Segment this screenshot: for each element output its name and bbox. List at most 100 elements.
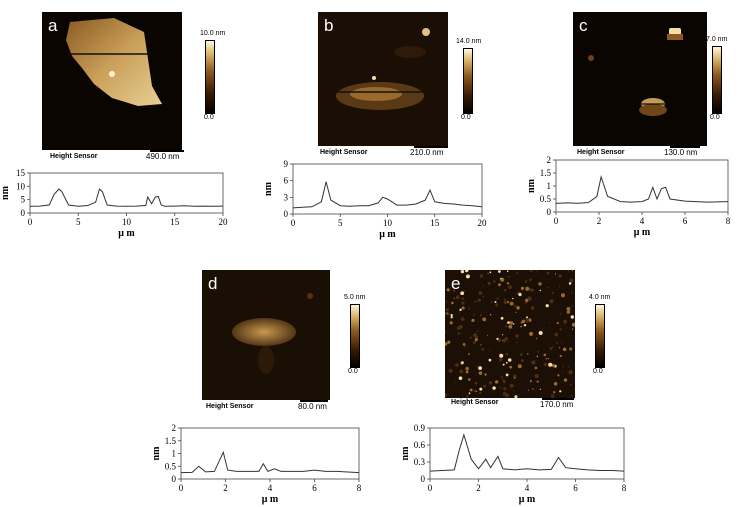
height-profile-line-a [29, 188, 224, 207]
y-tick-label: 0.5 [540, 194, 552, 204]
y-tick-label: 0.3 [414, 457, 426, 467]
x-tick-label: 0 [428, 483, 433, 493]
afm-speckle [529, 381, 532, 383]
afm-speckle [560, 342, 562, 344]
afm-speckle [546, 271, 550, 275]
afm-speckle [562, 365, 564, 368]
afm-speckle [503, 387, 507, 391]
afm-speckle [505, 373, 509, 377]
afm-speckle [559, 390, 562, 393]
afm-speckle [454, 382, 456, 384]
afm-image-e: e [445, 270, 575, 398]
afm-speckle [445, 331, 447, 334]
afm-speckle [509, 301, 514, 306]
afm-speckle [473, 389, 476, 392]
colorbar-max-c: 7.0 nm [706, 36, 728, 43]
afm-speckle [500, 376, 504, 379]
afm-speckle [568, 370, 573, 375]
colorbar-max-a: 10.0 nm [200, 30, 226, 37]
afm-speckle [461, 361, 464, 365]
afm-speckle [545, 357, 548, 360]
colorbar-min-b: 0.0 [461, 114, 471, 121]
afm-speckle [455, 363, 459, 367]
afm-speckle [520, 325, 522, 328]
afm-speckle [500, 277, 502, 280]
afm-speckle [513, 377, 516, 379]
image-caption-a: Height Sensor [50, 153, 98, 160]
afm-speckle [476, 365, 478, 368]
afm-speckle [518, 292, 522, 297]
afm-speckle [525, 287, 526, 289]
afm-speckle [553, 391, 556, 394]
afm-speckle [536, 355, 538, 357]
afm-speckle [478, 291, 483, 295]
scale-label-d: 80.0 nm [298, 402, 327, 411]
height-profile-line-b [292, 181, 483, 209]
afm-speckle [558, 347, 561, 349]
afm-speckle [539, 388, 541, 390]
scale-bar-e [542, 398, 574, 400]
afm-image-d: d [202, 270, 330, 400]
afm-speckle [494, 301, 497, 303]
afm-speckle [545, 304, 549, 308]
afm-speckle [498, 283, 501, 287]
afm-speckle [567, 270, 570, 272]
y-tick-label: 1.5 [165, 436, 177, 446]
afm-speckle [551, 291, 554, 294]
afm-speckle [505, 393, 510, 398]
y-tick-label: 0 [547, 207, 552, 217]
x-tick-label: 10 [122, 217, 132, 227]
afm-speckle [459, 308, 462, 311]
panel-letter-c: c [579, 16, 588, 35]
afm-speckle [524, 282, 527, 284]
afm-speckle [547, 357, 550, 360]
x-tick-label: 6 [312, 483, 317, 493]
afm-speckle [465, 370, 469, 374]
y-tick-label: 0.5 [165, 461, 177, 471]
afm-speckle [469, 388, 473, 392]
afm-speckle [558, 274, 562, 278]
afm-speckle [466, 274, 468, 276]
y-axis-label: nm [263, 181, 274, 196]
afm-speckle [446, 300, 448, 303]
afm-speckle [460, 317, 465, 321]
y-tick-label: 15 [16, 168, 26, 178]
afm-speckle [479, 314, 482, 317]
colorbar-c [712, 46, 722, 114]
afm-speckle [535, 337, 538, 340]
x-tick-label: 8 [622, 483, 627, 493]
afm-flake-a [66, 18, 162, 106]
afm-speckle [529, 331, 534, 336]
x-tick-label: 0 [179, 483, 184, 493]
afm-speckle [458, 311, 461, 313]
afm-speckle [571, 395, 573, 397]
colorbar-min-d: 0.0 [348, 368, 358, 375]
y-tick-label: 0.6 [414, 440, 426, 450]
x-tick-label: 8 [357, 483, 362, 493]
afm-speckle [470, 336, 472, 339]
afm-speckle [559, 313, 562, 315]
y-axis-label: nm [526, 178, 537, 193]
height-profile-line-e [429, 433, 625, 472]
afm-speckle [536, 380, 539, 383]
afm-speckle [508, 324, 513, 329]
afm-speckle [520, 286, 524, 290]
x-tick-label: 2 [597, 216, 602, 226]
afm-speckle [516, 341, 518, 344]
y-tick-label: 2 [547, 155, 552, 165]
afm-speckle [509, 321, 514, 325]
afm-speckle [517, 364, 522, 369]
colorbar-b [463, 48, 473, 114]
afm-speckle [461, 306, 465, 310]
afm-speckle [525, 280, 528, 283]
y-tick-label: 2 [172, 423, 177, 433]
afm-speckle [489, 350, 491, 352]
afm-speckle [473, 333, 478, 338]
x-tick-label: 15 [170, 217, 180, 227]
height-profile-line-c [555, 175, 729, 204]
afm-speckle [473, 314, 475, 316]
afm-speckle [549, 299, 554, 304]
afm-speckle [468, 308, 470, 310]
x-axis-label: μ m [519, 494, 536, 505]
x-tick-label: 4 [640, 216, 645, 226]
